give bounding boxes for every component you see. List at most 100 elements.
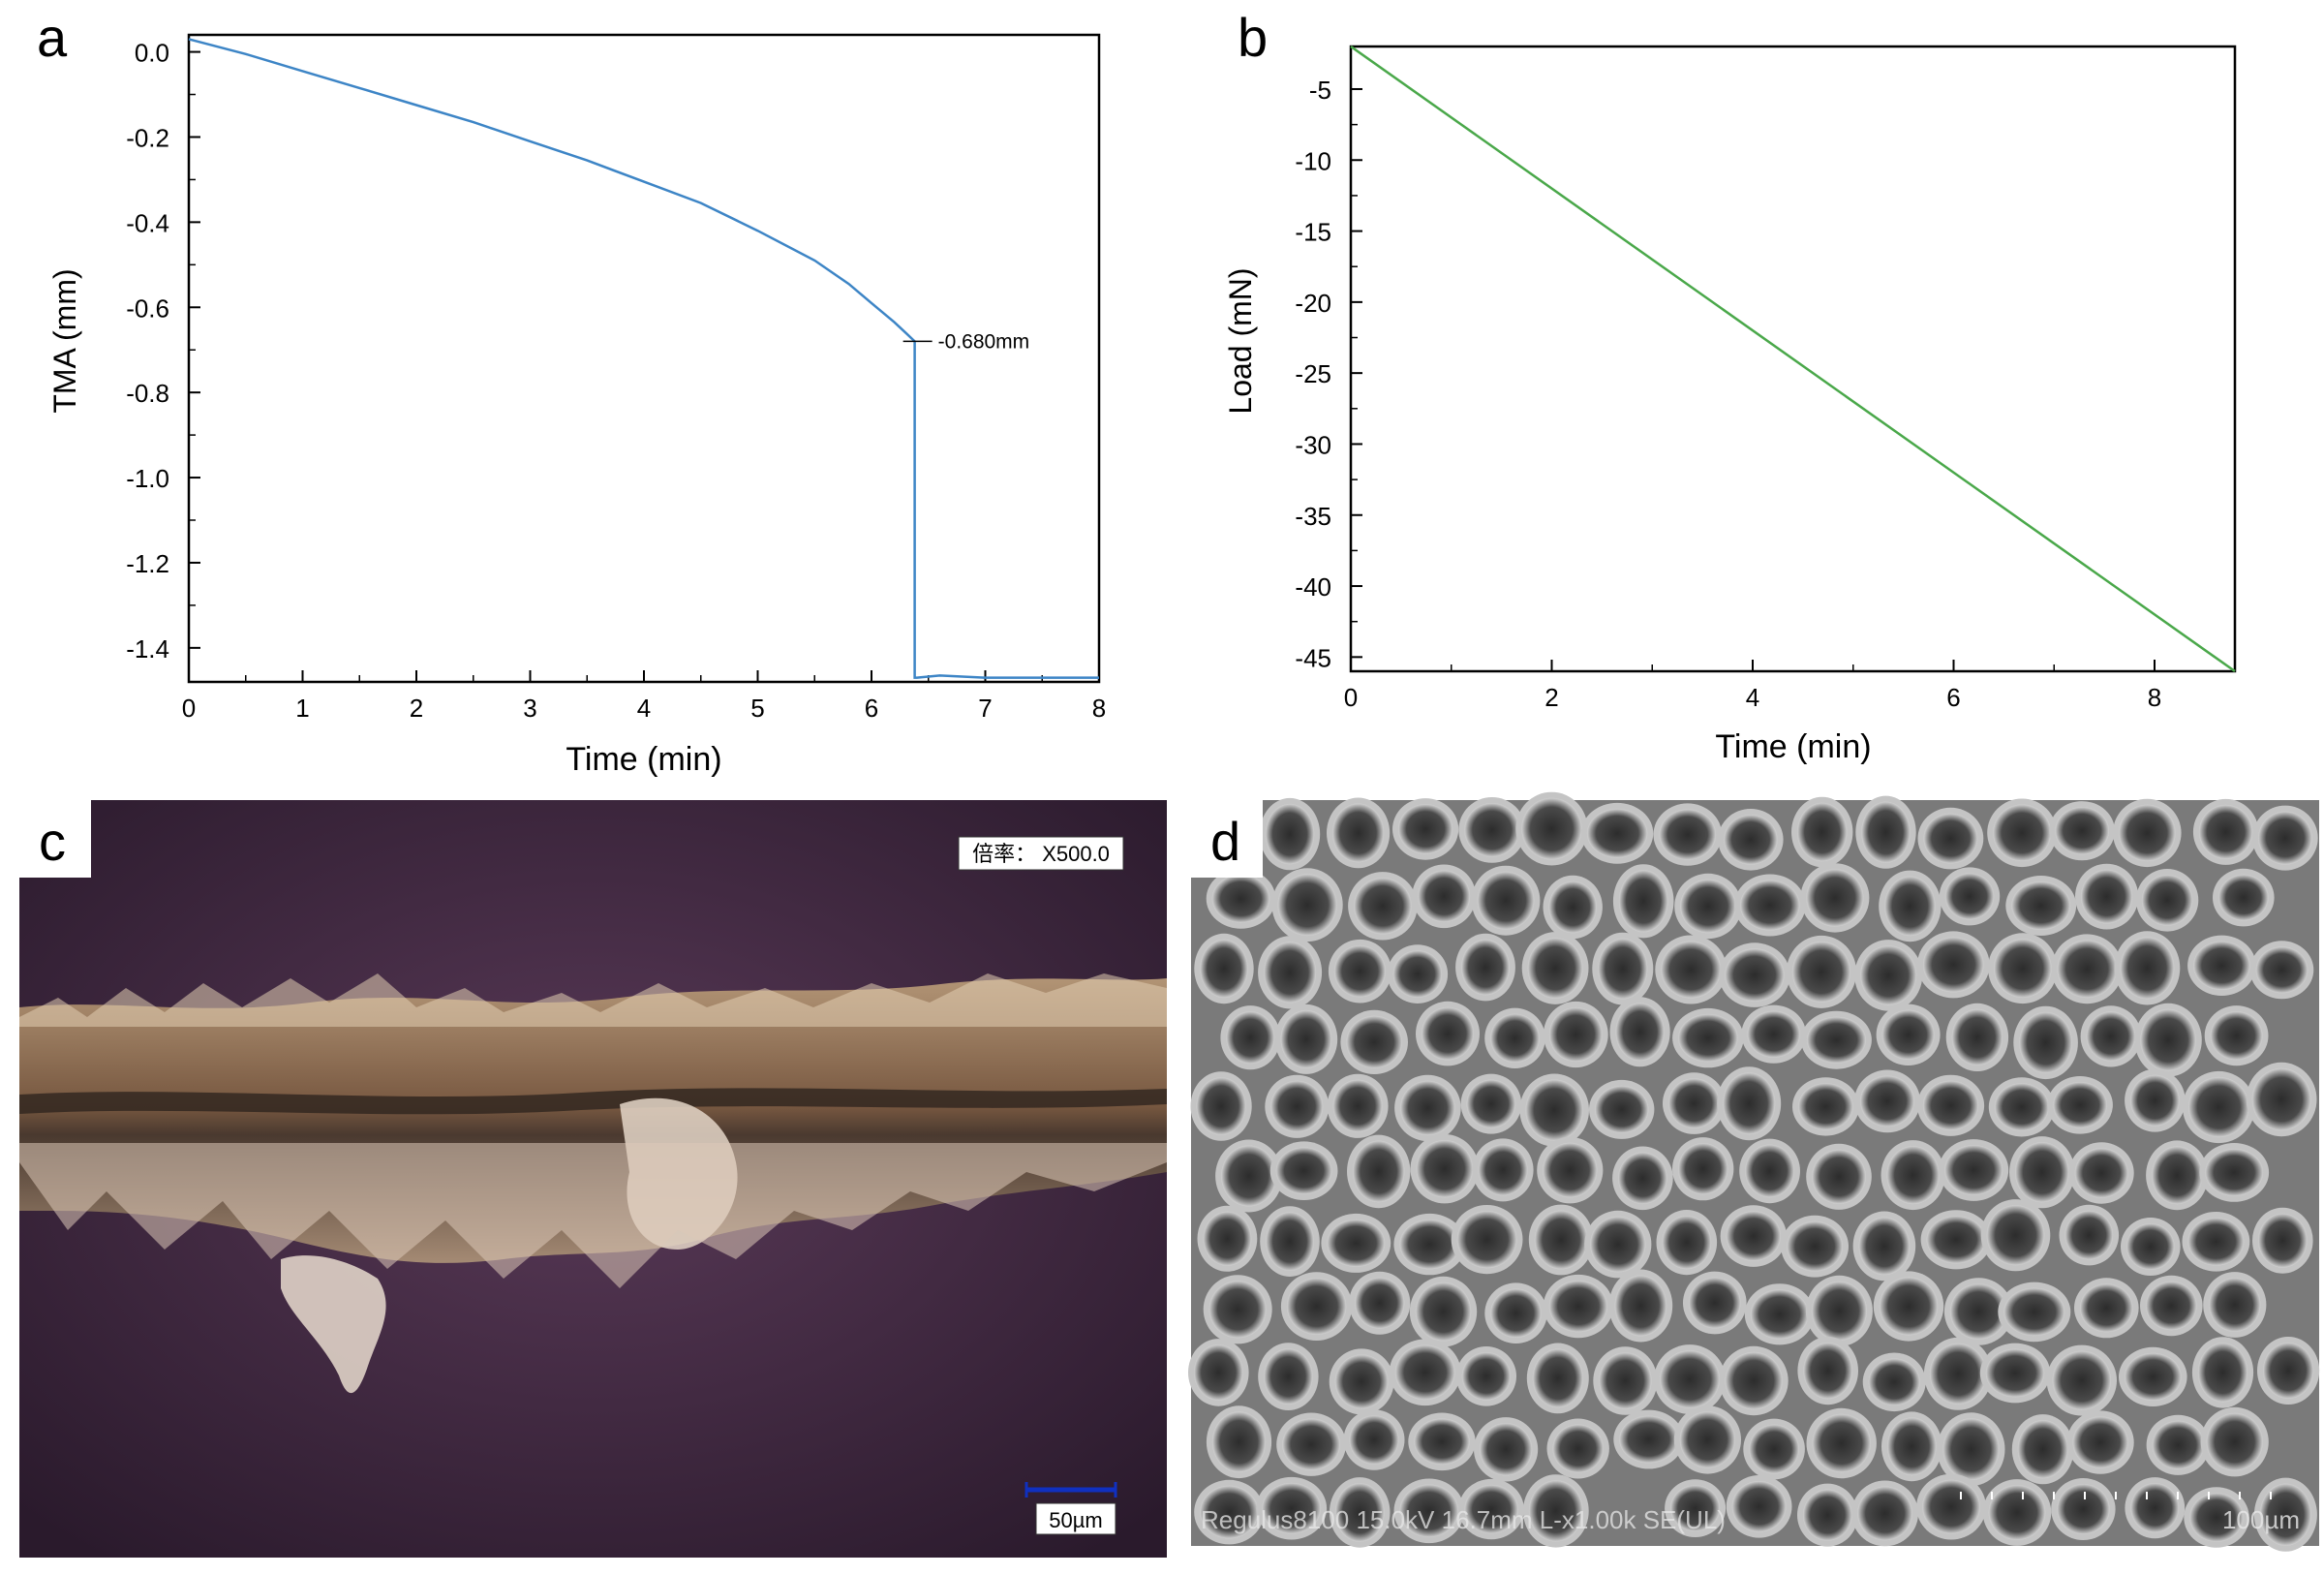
pore [1860,945,1917,1005]
pore [1332,803,1385,863]
pore [1548,1280,1607,1333]
pore [2187,1218,2245,1266]
a-y-tick-label: -0.8 [126,379,169,408]
pore [1988,1485,2046,1540]
pore [1527,938,1583,999]
pore [1986,1205,2045,1266]
pore [1548,1006,1603,1063]
pore [2140,1008,2196,1071]
panel-b-letter: b [1238,7,1268,68]
a-x-tick-label: 4 [637,694,651,723]
b-series-line [1350,45,2236,673]
pore [2011,881,2071,930]
pore [1660,1350,1720,1408]
pore [2130,1074,2180,1127]
panel-b-series [1350,45,2236,673]
pore [1740,880,1800,931]
panel-b-y-ticks: -5 -10 -15 -20 -25 -30 -35 -40 -45 [1295,76,1362,672]
pore [1726,1211,1782,1261]
a-y-tick-label: -1.4 [126,634,169,664]
pore [1211,1411,1267,1473]
pore [1791,941,1851,1003]
pore [2064,1210,2114,1260]
a-x-tick-label: 1 [295,694,309,723]
pore [1929,1343,1987,1405]
b-y-tick-label: -30 [1295,430,1331,459]
pore [1884,876,1936,937]
b-y-tick-label: -5 [1309,76,1331,105]
panel-d-pores [1188,791,2320,1552]
panel-c-dark-band [19,1088,1167,1115]
pore [1282,1418,1340,1470]
pore [1264,1348,1313,1405]
pore [1615,1003,1665,1062]
panel-c-bottom-fringe [19,1143,1167,1288]
pore [1394,1344,1455,1401]
panel-c-magnification-label: 倍率： X500.0 [972,842,1110,866]
panel-d-sem-micrograph: d Regulus8100 15.0kV 16.7mm L-x1.00k SE(… [1188,791,2320,1552]
pore [1725,948,1785,1002]
a-annotation-label: -0.680mm [938,330,1030,353]
pore [1327,1219,1386,1267]
panel-d-scale-ticks [1960,1492,2272,1499]
pore [1887,1417,1937,1476]
pore [1812,1149,1866,1204]
pore [2086,1011,2136,1062]
panel-b-x-ticks: 0 2 4 6 8 [1344,660,2161,712]
pore [1211,874,1270,923]
pore [2141,875,2193,926]
pore [1525,1079,1583,1141]
pore [2189,1493,2244,1542]
pore [1723,1072,1776,1135]
pore [1399,1484,1459,1538]
pore [1194,1344,1243,1401]
pore [1422,1006,1474,1061]
pore [1680,879,1736,934]
pore [2258,1213,2308,1268]
b-y-tick-label: -45 [1295,643,1331,672]
pore [1923,813,1978,864]
pore [1286,1278,1347,1335]
pore [1332,1079,1383,1132]
pore [2205,1149,2264,1196]
pore [1797,802,1848,862]
pore [2052,1350,2111,1410]
pore [2055,807,2109,855]
panel-a-chart: a 0.0 -0.2 -0.4 -0.6 -0.8 -1.0 -1.2 -1.4 0 1 2 3 4 5… [37,7,1106,778]
b-x-tick-label: 0 [1344,683,1358,712]
pore [2197,1343,2248,1403]
a-y-tick-label: -0.4 [126,208,169,237]
pore [2003,1287,2065,1337]
pore [2081,869,2133,924]
pore [1724,815,1778,865]
pore [2057,1484,2110,1534]
pore [1670,1485,1721,1531]
pore [1400,1080,1455,1136]
pore [1490,1288,1542,1338]
pore [1949,1283,2007,1340]
pore [1528,1480,1583,1542]
pore [1926,1216,1986,1264]
b-y-tick-label: -35 [1295,502,1331,531]
b-y-tick-label: -25 [1295,359,1331,388]
pore [1811,1281,1867,1341]
a-x-tick-label: 7 [978,694,992,723]
pore [1280,1009,1332,1068]
pore [1392,950,1443,998]
panel-c-scale-label: 50µm [1049,1508,1102,1532]
pore [2152,1420,2204,1469]
a-x-tick-label: 2 [410,694,423,723]
pore [1812,1413,1871,1473]
panel-a-x-ticks: 0 1 2 3 4 5 6 7 8 [182,670,1106,723]
pore [1747,1010,1800,1058]
pore [1478,1144,1528,1196]
pore [1355,1277,1405,1329]
a-x-tick-label: 3 [523,694,536,723]
pore [2259,1483,2311,1546]
pore [1221,1145,1277,1207]
pore [2125,1352,2182,1401]
a-x-tick-label: 8 [1092,694,1106,723]
pore [1521,797,1582,860]
a-x-tick-label: 0 [182,694,196,723]
panel-a-letter: a [37,7,68,68]
